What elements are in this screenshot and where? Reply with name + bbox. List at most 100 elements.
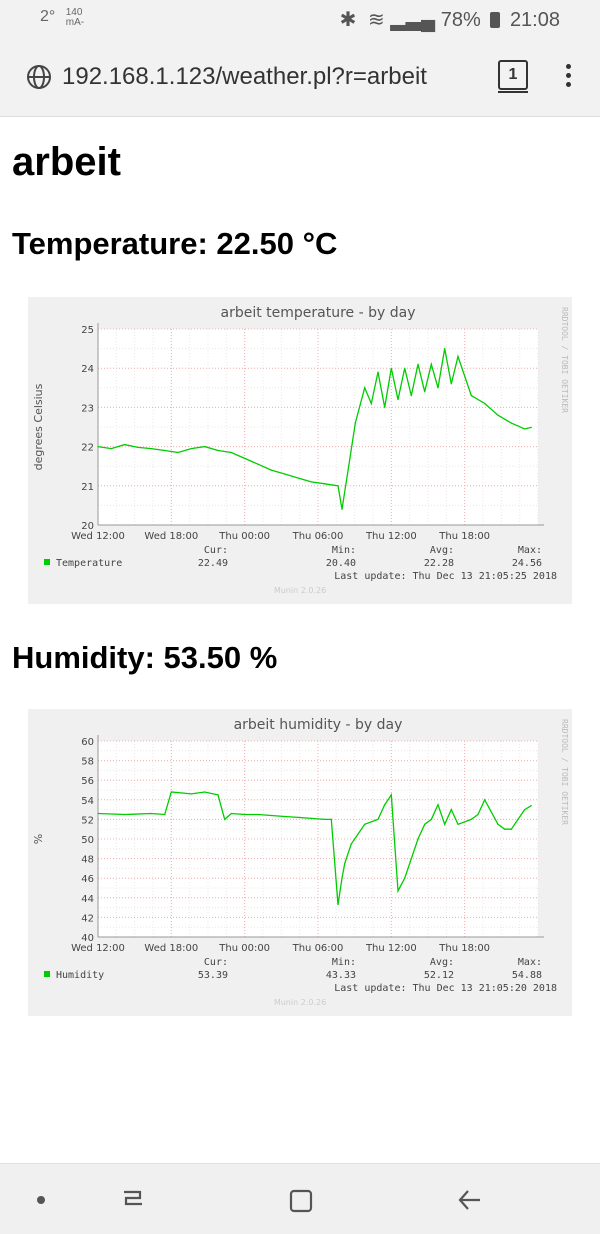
last-update: Last update: Thu Dec 13 21:05:25 2018 <box>334 571 557 582</box>
x-tick-label: Thu 06:00 <box>292 531 344 542</box>
stat-header-avg: Avg: <box>430 957 454 968</box>
status-current-top: 140 <box>65 7 83 18</box>
y-tick-label: 22 <box>81 443 94 454</box>
data-point <box>444 823 446 825</box>
clock: 21:08 <box>509 9 560 31</box>
data-point <box>457 355 459 358</box>
data-point <box>170 791 172 793</box>
data-point <box>110 447 112 450</box>
nav-dot-icon[interactable] <box>37 1196 45 1204</box>
stat-value-max: 54.88 <box>512 970 542 981</box>
chart-title: arbeit temperature - by day <box>221 305 416 321</box>
data-point <box>341 508 343 510</box>
stat-value-avg: 52.12 <box>424 970 454 981</box>
data-point <box>177 451 179 454</box>
data-point <box>124 813 126 816</box>
tab-switcher-button[interactable]: 1 <box>498 60 528 90</box>
data-point <box>450 809 452 811</box>
status-current: 140 mA- <box>66 8 84 28</box>
browser-toolbar: 192.168.1.123/weather.pl?r=arbeit 1 <box>0 36 600 117</box>
x-tick-label: Wed 18:00 <box>144 943 198 954</box>
y-tick-label: 60 <box>81 737 94 748</box>
data-point <box>217 794 219 796</box>
data-point <box>324 818 326 820</box>
y-tick-label: 46 <box>81 874 94 885</box>
chart-title: arbeit humidity - by day <box>234 717 403 733</box>
overflow-menu-icon[interactable] <box>566 64 572 91</box>
data-point <box>244 813 246 816</box>
data-point <box>397 398 399 401</box>
home-icon[interactable] <box>288 1188 314 1214</box>
y-tick-label: 24 <box>81 364 94 375</box>
stat-header-max: Max: <box>518 957 542 968</box>
back-icon[interactable] <box>456 1188 482 1212</box>
address-bar[interactable]: 192.168.1.123/weather.pl?r=arbeit <box>62 63 427 90</box>
data-point <box>244 457 246 459</box>
stat-value-min: 43.33 <box>326 970 356 981</box>
data-point <box>417 838 419 840</box>
data-point <box>270 814 272 817</box>
data-point <box>257 813 259 816</box>
data-point <box>430 363 432 365</box>
battery-icon <box>490 12 501 28</box>
data-point <box>284 473 286 475</box>
data-point <box>510 422 512 424</box>
munin-footer: Munin 2.0.26 <box>274 998 326 1007</box>
data-point <box>424 391 426 393</box>
data-point <box>344 862 346 865</box>
data-point <box>97 446 99 448</box>
data-point <box>284 815 286 818</box>
data-point <box>484 799 486 801</box>
x-tick-label: Thu 18:00 <box>438 943 490 954</box>
data-point <box>450 383 452 385</box>
x-tick-label: Wed 18:00 <box>144 531 198 542</box>
data-point <box>204 446 206 448</box>
data-point <box>310 817 312 820</box>
data-point <box>337 485 339 487</box>
data-point <box>137 446 139 448</box>
temperature-heading: Temperature: 22.50 °C <box>12 226 338 261</box>
humidity-chart-svg: arbeit humidity - by day% RRDTOOL / TOBI … <box>32 717 569 1007</box>
data-point <box>217 449 219 452</box>
data-point <box>477 813 479 816</box>
stat-header-cur: Cur: <box>204 545 228 556</box>
data-point <box>337 904 339 906</box>
legend-label: Temperature <box>56 558 122 569</box>
stat-header-min: Min: <box>332 957 356 968</box>
stat-value-cur: 53.39 <box>198 970 228 981</box>
data-point <box>457 823 459 825</box>
data-point <box>510 828 512 830</box>
stat-value-min: 20.40 <box>326 558 356 569</box>
data-point <box>384 804 386 806</box>
recent-apps-icon[interactable] <box>120 1188 146 1212</box>
data-point <box>484 402 486 405</box>
data-point <box>530 805 532 807</box>
data-point <box>230 812 232 815</box>
munin-footer: Munin 2.0.26 <box>274 586 326 595</box>
y-tick-label: 56 <box>81 776 94 787</box>
y-tick-label: 48 <box>81 855 94 866</box>
stat-value-avg: 22.28 <box>424 558 454 569</box>
humidity-heading: Humidity: 53.50 % <box>12 640 278 675</box>
data-point <box>257 463 259 465</box>
status-bar: 2° 140 mA- ✱ ≋ ▂▃▄ 78% 21:08 <box>0 0 600 36</box>
x-tick-label: Thu 06:00 <box>292 943 344 954</box>
data-point <box>297 816 299 819</box>
stat-header-max: Max: <box>518 545 542 556</box>
y-axis-label: degrees Celsius <box>32 383 45 470</box>
y-tick-label: 40 <box>81 933 94 944</box>
data-point <box>470 818 472 820</box>
x-tick-label: Thu 18:00 <box>438 531 490 542</box>
data-point <box>517 818 519 820</box>
data-point <box>470 395 472 397</box>
data-point <box>124 444 126 446</box>
data-point <box>224 818 226 820</box>
globe-icon[interactable] <box>26 64 52 90</box>
battery-percent: 78% <box>440 9 481 31</box>
x-tick-label: Thu 12:00 <box>365 531 417 542</box>
data-point <box>324 483 326 485</box>
data-point <box>270 469 272 471</box>
data-point <box>404 367 406 369</box>
data-point <box>341 877 343 879</box>
data-point <box>444 348 446 350</box>
